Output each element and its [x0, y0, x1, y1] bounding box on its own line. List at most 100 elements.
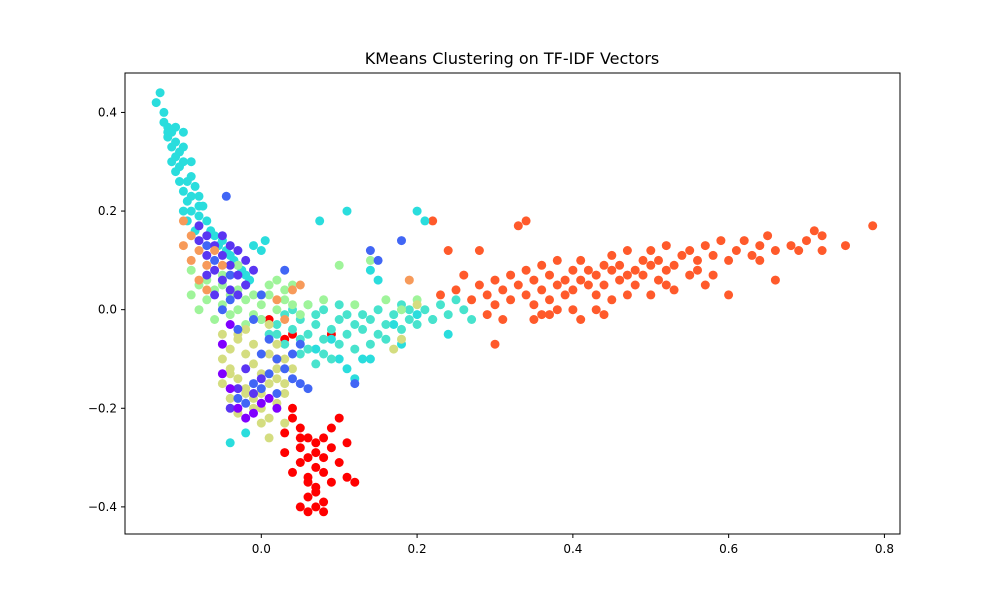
data-point — [708, 250, 718, 260]
data-point — [186, 231, 196, 241]
data-point — [295, 379, 305, 389]
data-point — [288, 374, 297, 384]
data-point — [260, 236, 270, 246]
data-point — [591, 305, 601, 315]
data-point — [264, 413, 274, 423]
data-point — [178, 186, 188, 196]
data-point — [685, 246, 695, 255]
data-point — [521, 265, 531, 275]
data-point — [186, 255, 196, 265]
data-point — [794, 246, 804, 255]
data-point — [622, 290, 632, 300]
data-point — [583, 280, 593, 290]
data-point — [319, 433, 329, 443]
data-point — [607, 295, 617, 305]
data-point — [288, 413, 297, 423]
data-point — [576, 275, 586, 285]
data-point — [498, 315, 508, 324]
data-point — [225, 241, 235, 251]
data-point — [669, 260, 679, 270]
data-point — [303, 300, 313, 310]
data-point — [303, 477, 313, 487]
data-point — [194, 305, 204, 315]
data-point — [521, 290, 531, 300]
data-point — [482, 290, 492, 300]
data-point — [342, 364, 352, 374]
data-point — [669, 285, 679, 295]
data-point — [175, 162, 184, 172]
data-point — [288, 324, 297, 334]
data-point — [334, 315, 344, 324]
data-point — [210, 265, 220, 275]
data-point — [724, 255, 734, 265]
data-point — [249, 389, 258, 398]
data-point — [506, 295, 516, 305]
data-point — [397, 324, 406, 334]
data-point — [256, 300, 266, 310]
data-point — [288, 364, 297, 374]
data-point — [630, 280, 640, 290]
data-point — [654, 255, 663, 265]
data-point — [280, 285, 290, 295]
data-point — [249, 339, 258, 349]
data-point — [186, 206, 196, 216]
x-tick-label: 0.8 — [875, 542, 894, 556]
data-point — [202, 285, 212, 295]
data-point — [381, 320, 391, 329]
data-point — [233, 270, 243, 280]
data-point — [256, 384, 266, 394]
y-tick-label: −0.2 — [88, 401, 117, 415]
data-point — [280, 428, 290, 438]
data-point — [249, 315, 258, 324]
data-point — [256, 349, 266, 359]
data-point — [319, 305, 329, 315]
data-point — [319, 334, 329, 344]
data-point — [334, 300, 344, 310]
data-point — [389, 344, 399, 354]
data-point — [225, 369, 235, 379]
data-point — [288, 349, 297, 359]
data-point — [225, 438, 235, 448]
data-point — [280, 448, 290, 458]
data-point — [264, 379, 274, 389]
data-point — [529, 300, 539, 310]
data-point — [303, 384, 313, 394]
data-point — [264, 349, 274, 359]
data-point — [311, 359, 321, 369]
data-point — [225, 295, 235, 305]
data-point — [178, 206, 188, 216]
data-point — [747, 250, 757, 260]
data-point — [295, 310, 305, 320]
data-point — [786, 241, 796, 251]
data-point — [241, 364, 251, 374]
data-point — [217, 231, 227, 241]
data-point — [280, 418, 290, 428]
data-point — [397, 236, 406, 246]
data-point — [591, 290, 601, 300]
data-point — [568, 265, 578, 275]
data-point — [233, 290, 243, 300]
data-point — [397, 334, 406, 344]
data-point — [295, 349, 305, 359]
data-point — [280, 265, 290, 275]
data-point — [241, 349, 251, 359]
data-point — [420, 216, 430, 226]
data-point — [334, 354, 344, 364]
data-point — [365, 265, 375, 275]
data-point — [264, 369, 274, 379]
data-point — [186, 157, 196, 167]
data-point — [763, 231, 773, 241]
data-point — [272, 295, 282, 305]
data-point — [272, 339, 282, 349]
data-point — [334, 458, 344, 467]
data-point — [319, 507, 329, 517]
data-point — [295, 423, 305, 433]
data-point — [342, 438, 352, 448]
data-point — [210, 315, 220, 324]
data-point — [272, 403, 282, 413]
data-point — [280, 339, 290, 349]
data-point — [583, 265, 593, 275]
data-point — [225, 285, 235, 295]
data-point — [194, 236, 204, 246]
data-point — [217, 250, 227, 260]
